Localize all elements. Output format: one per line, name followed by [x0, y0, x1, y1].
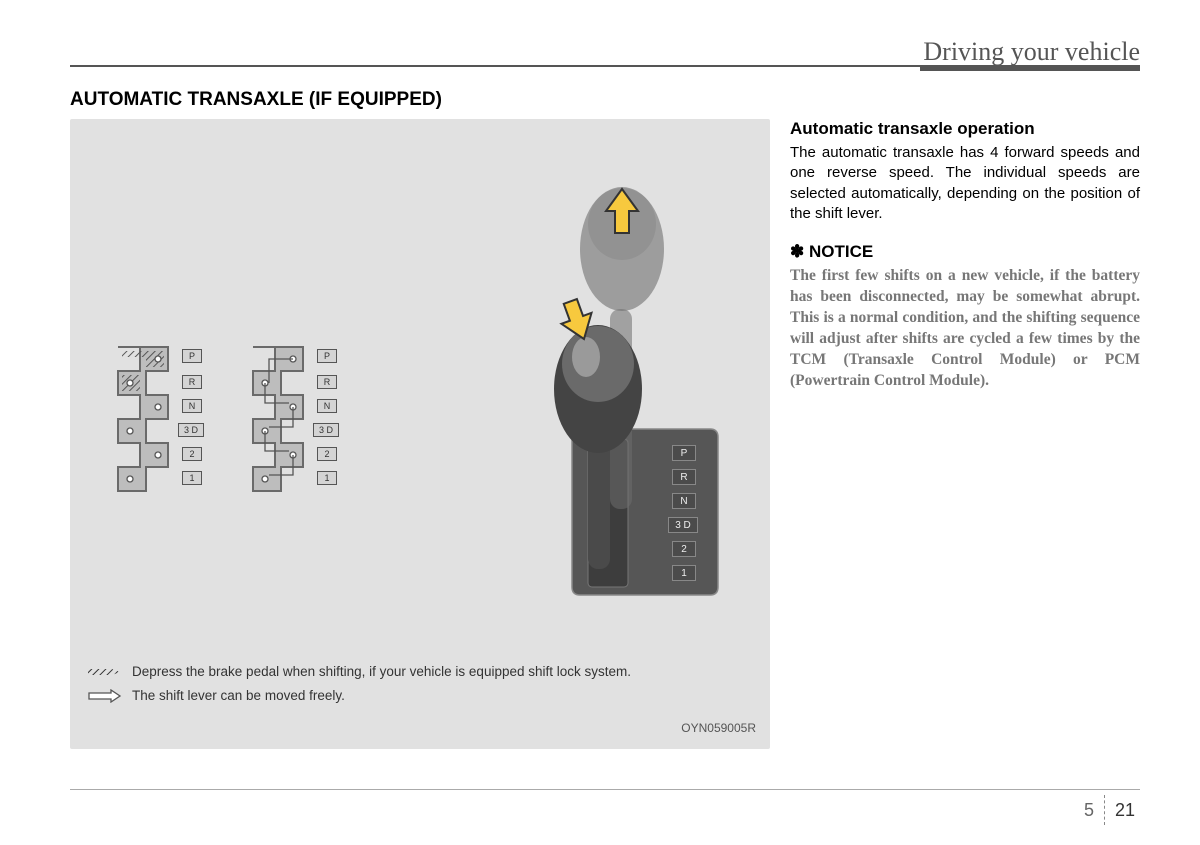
footer-rule	[70, 789, 1140, 790]
gear-gate-map-2: P R N 3 D 2 1	[245, 339, 355, 509]
gear-gate-map-1: P R N 3 D 2 1	[110, 339, 220, 509]
header-title: Driving your vehicle	[923, 37, 1140, 67]
shift-panel-label: R	[672, 469, 696, 485]
subsection-heading: Automatic transaxle operation	[790, 119, 1140, 139]
gear-label: R	[317, 375, 337, 389]
gear-label: 3 D	[178, 423, 204, 437]
notice-paragraph: The first few shifts on a new vehicle, i…	[790, 266, 1140, 392]
gear-label: 1	[182, 471, 202, 485]
gear-label: N	[182, 399, 202, 413]
content-row: P R N 3 D 2 1 P R N 3 D	[70, 119, 1140, 749]
chapter-number: 5	[1084, 800, 1094, 821]
figure-code: OYN059005R	[681, 721, 756, 735]
page-footer: 5 21	[1084, 795, 1135, 825]
gear-label: 3 D	[313, 423, 339, 437]
gear-label: N	[317, 399, 337, 413]
gear-label: P	[182, 349, 202, 363]
gear-label: 2	[317, 447, 337, 461]
shift-panel-label: N	[672, 493, 696, 509]
legend-row-arrow: The shift lever can be moved freely.	[88, 688, 345, 703]
text-column: Automatic transaxle operation The automa…	[790, 119, 1140, 749]
shift-panel-label: 3 D	[668, 517, 698, 533]
gear-label: 1	[317, 471, 337, 485]
hatched-icon	[88, 665, 122, 679]
legend-row-hatched: Depress the brake pedal when shifting, i…	[88, 664, 631, 679]
gear-label: 2	[182, 447, 202, 461]
gear-label: R	[182, 375, 202, 389]
body-paragraph: The automatic transaxle has 4 forward sp…	[790, 143, 1140, 224]
shift-panel-label: 2	[672, 541, 696, 557]
gear-label: P	[317, 349, 337, 363]
arrow-outline-icon	[88, 689, 122, 703]
shift-lever-illustration: P R N 3 D 2 1	[490, 169, 740, 609]
figure-box: P R N 3 D 2 1 P R N 3 D	[70, 119, 770, 749]
footer-divider	[1104, 795, 1105, 825]
header-rule: Driving your vehicle	[70, 65, 1140, 67]
shift-panel-label: 1	[672, 565, 696, 581]
shift-panel-label: P	[672, 445, 696, 461]
legend-text: Depress the brake pedal when shifting, i…	[132, 664, 631, 679]
legend-text: The shift lever can be moved freely.	[132, 688, 345, 703]
section-title: AUTOMATIC TRANSAXLE (IF EQUIPPED)	[70, 89, 1140, 111]
header-accent	[920, 65, 1140, 71]
notice-heading: ✽ NOTICE	[790, 242, 1140, 262]
page-number: 21	[1115, 800, 1135, 821]
